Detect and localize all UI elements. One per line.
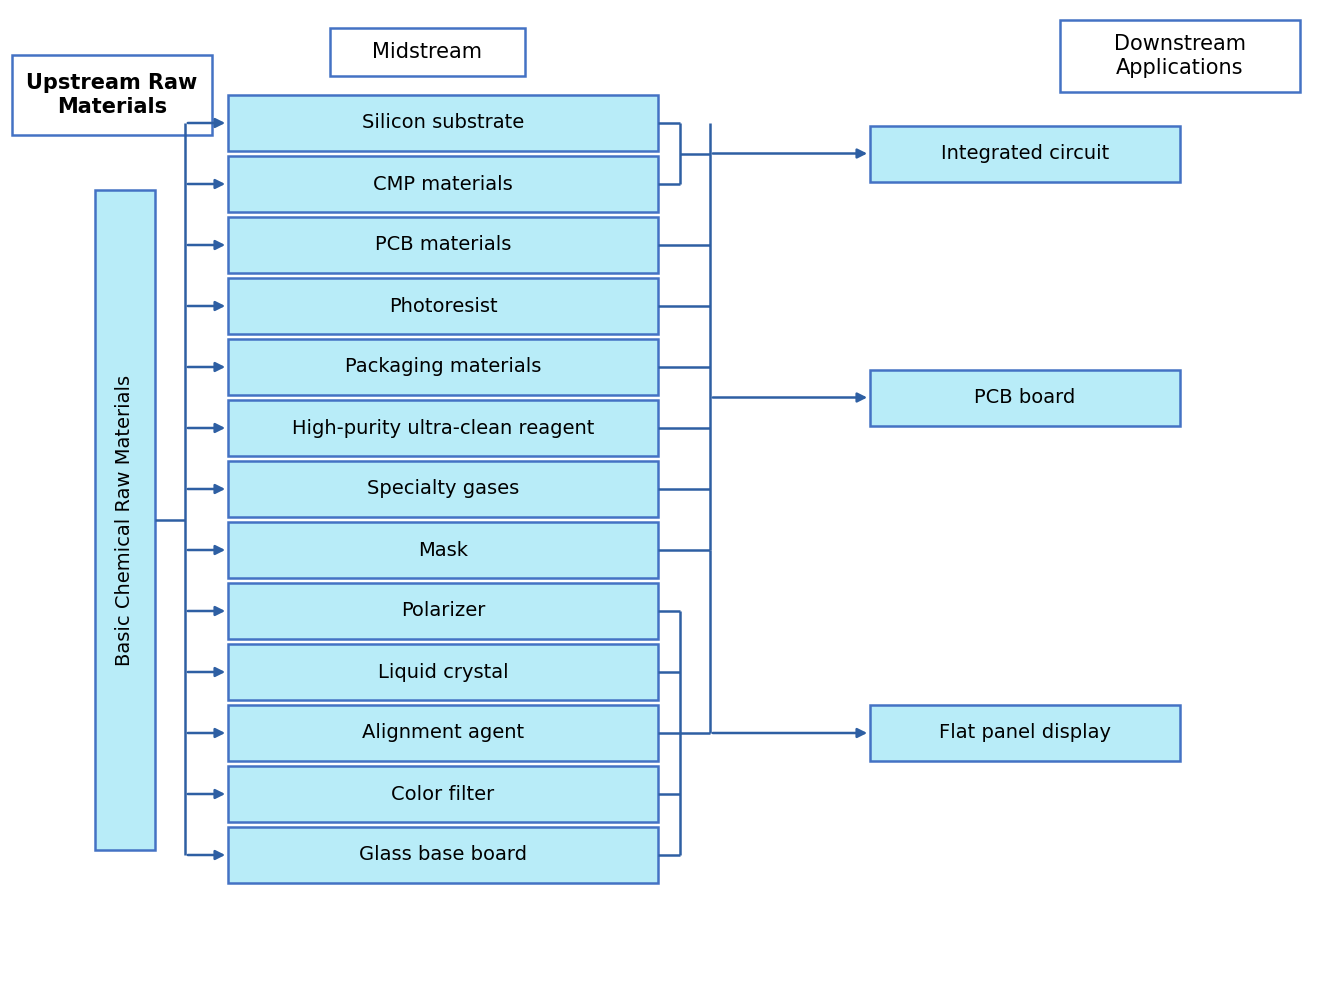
Bar	[95, 190, 155, 850]
Bar	[1061, 20, 1301, 92]
Bar	[228, 583, 658, 639]
Text: Polarizer: Polarizer	[400, 602, 486, 620]
Text: High-purity ultra-clean reagent: High-purity ultra-clean reagent	[292, 419, 594, 437]
Bar	[228, 644, 658, 700]
Bar	[12, 55, 212, 135]
Bar	[228, 278, 658, 334]
Text: Alignment agent: Alignment agent	[362, 723, 524, 742]
Text: Silicon substrate: Silicon substrate	[362, 113, 524, 133]
Text: PCB board: PCB board	[974, 388, 1075, 407]
Bar	[870, 126, 1181, 182]
Text: Photoresist: Photoresist	[388, 297, 498, 316]
Bar	[228, 156, 658, 212]
Text: Packaging materials: Packaging materials	[344, 358, 542, 376]
Text: Color filter: Color filter	[391, 784, 495, 803]
Text: Integrated circuit: Integrated circuit	[940, 144, 1109, 163]
Bar	[228, 95, 658, 151]
Bar	[870, 370, 1181, 426]
Text: Midstream: Midstream	[372, 42, 483, 62]
Text: CMP materials: CMP materials	[374, 175, 512, 194]
Text: Upstream Raw
Materials: Upstream Raw Materials	[27, 74, 197, 117]
Text: Basic Chemical Raw Materials: Basic Chemical Raw Materials	[116, 375, 135, 665]
Text: Downstream
Applications: Downstream Applications	[1114, 34, 1246, 78]
Text: Flat panel display: Flat panel display	[939, 723, 1111, 742]
Bar	[870, 705, 1181, 761]
Bar	[228, 339, 658, 395]
Text: Liquid crystal: Liquid crystal	[378, 663, 508, 681]
Bar	[228, 400, 658, 456]
Text: PCB materials: PCB materials	[375, 236, 511, 255]
Bar	[329, 28, 526, 76]
Bar	[228, 827, 658, 883]
Text: Mask: Mask	[418, 541, 468, 559]
Bar	[228, 766, 658, 822]
Text: Glass base board: Glass base board	[359, 845, 527, 864]
Bar	[228, 705, 658, 761]
Text: Specialty gases: Specialty gases	[367, 480, 519, 498]
Bar	[228, 217, 658, 273]
Bar	[228, 522, 658, 578]
Bar	[228, 461, 658, 517]
